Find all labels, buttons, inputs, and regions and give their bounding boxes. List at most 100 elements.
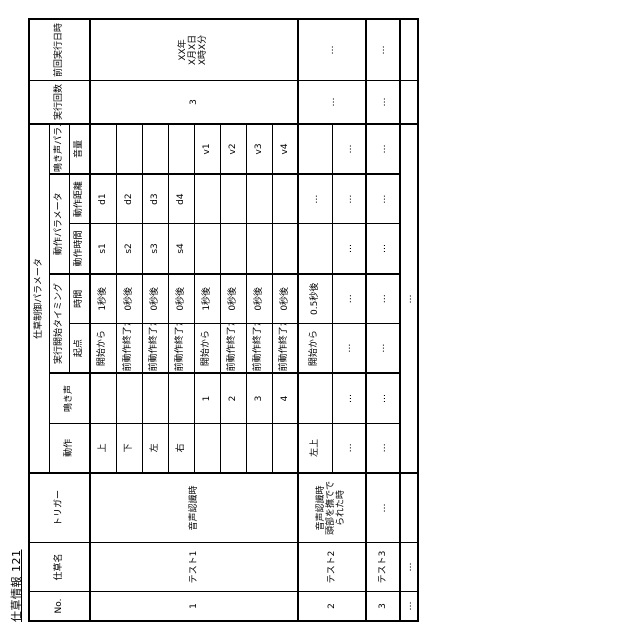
cell-motion-time — [220, 224, 246, 274]
header-row-top: No. 仕草名 トリガー 仕草制御パラメータ 実行回数 前回実行日時 — [29, 19, 50, 621]
header-motion-distance: 動作距離 — [70, 174, 91, 224]
cell-trigger — [400, 473, 418, 543]
cell-motion-time: … — [366, 224, 400, 274]
cell-gesture-name: テスト3 — [366, 543, 400, 592]
cell-motion-time: … — [332, 224, 366, 274]
cell-origin: … — [366, 323, 400, 373]
cell-trigger-secondary: 頭部を撫ででられた時 — [327, 475, 347, 541]
cell-time: 0秒後 — [246, 274, 272, 324]
cell-motion-distance — [220, 174, 246, 224]
cell-motion — [220, 423, 246, 473]
cell-motion-time: s2 — [116, 224, 142, 274]
cell-time: 1秒後 — [194, 274, 220, 324]
cell-volume — [168, 124, 194, 174]
table-row: 2テスト2音声認識時頭部を撫ででられた時左上開始から0.5秒後……… — [298, 19, 332, 621]
figure-stage: 仕草情報 121 No. 仕草名 トリガー 仕草制御パラメータ 実行回数 前回実… — [0, 0, 640, 640]
cell-time: 0秒後 — [116, 274, 142, 324]
cell-volume: … — [332, 124, 366, 174]
cell-volume — [142, 124, 168, 174]
cell-exec-count: … — [298, 81, 366, 125]
cell-motion: 下 — [116, 423, 142, 473]
cell-volume: v3 — [246, 124, 272, 174]
cell-volume: v2 — [220, 124, 246, 174]
cell-last-exec: … — [298, 19, 366, 81]
cell-motion-distance: … — [332, 174, 366, 224]
cell-motion: … — [332, 423, 366, 473]
cell-origin: 前動作終了から — [116, 323, 142, 373]
cell-no: 3 — [366, 592, 400, 622]
cell-motion-distance: d1 — [90, 174, 116, 224]
cell-voice: … — [332, 373, 366, 423]
cell-voice — [298, 373, 332, 423]
table-row: ……… — [400, 19, 418, 621]
cell-motion-distance: d2 — [116, 174, 142, 224]
cell-origin: 前動作終了から — [246, 323, 272, 373]
header-volume: 音量 — [70, 124, 91, 174]
header-voice: 鳴き声 — [50, 373, 91, 423]
cell-motion-distance — [246, 174, 272, 224]
cell-time: … — [332, 274, 366, 324]
cell-origin: … — [332, 323, 366, 373]
cell-voice: 2 — [220, 373, 246, 423]
cell-time: 0秒後 — [168, 274, 194, 324]
header-time: 時間 — [70, 274, 91, 324]
cell-last-exec — [400, 19, 418, 81]
gesture-information-table: No. 仕草名 トリガー 仕草制御パラメータ 実行回数 前回実行日時 動作 鳴き… — [28, 18, 419, 622]
cell-trigger: 音声認識時頭部を撫ででられた時 — [298, 473, 366, 543]
cell-motion-distance — [194, 174, 220, 224]
cell-parameter-ellipsis: … — [400, 124, 418, 473]
cell-motion — [246, 423, 272, 473]
cell-volume — [298, 124, 332, 174]
cell-volume: v1 — [194, 124, 220, 174]
cell-last-exec: XX年X月X日X時X分 — [90, 19, 298, 81]
cell-origin: 前動作終了から — [220, 323, 246, 373]
cell-voice: 1 — [194, 373, 220, 423]
table-body: 1テスト1音声認識時上開始から1秒後s1d13XX年X月X日X時X分下 前動作終了… — [90, 19, 418, 621]
cell-last-exec: … — [366, 19, 400, 81]
cell-origin: 前動作終了から — [142, 323, 168, 373]
cell-time: … — [366, 274, 400, 324]
cell-motion-time: s1 — [90, 224, 116, 274]
header-last-exec-datetime: 前回実行日時 — [29, 19, 90, 81]
cell-voice: 4 — [272, 373, 298, 423]
cell-motion-distance: … — [366, 174, 400, 224]
cell-motion-distance — [272, 174, 298, 224]
cell-no: … — [400, 592, 418, 622]
figure-caption: 仕草情報 121 — [8, 550, 24, 623]
cell-time: 0.5秒後 — [298, 274, 332, 324]
table-header: No. 仕草名 トリガー 仕草制御パラメータ 実行回数 前回実行日時 動作 鳴き… — [29, 19, 90, 621]
cell-exec-count: 3 — [90, 81, 298, 125]
cell-motion-time — [298, 224, 332, 274]
header-motion-time: 動作時間 — [70, 224, 91, 274]
cell-trigger: … — [366, 473, 400, 543]
header-motion-parameter-group: 動作パラメータ — [50, 174, 70, 274]
header-voice-parameter-group: 鳴き声パラメータ — [50, 124, 70, 174]
cell-motion — [194, 423, 220, 473]
cell-gesture-name: … — [400, 543, 418, 592]
cell-volume — [90, 124, 116, 174]
cell-motion-time: s4 — [168, 224, 194, 274]
cell-gesture-name: テスト1 — [90, 543, 298, 592]
table-wrapper: No. 仕草名 トリガー 仕草制御パラメータ 実行回数 前回実行日時 動作 鳴き… — [28, 18, 419, 622]
cell-voice: 3 — [246, 373, 272, 423]
cell-time: 0秒後 — [142, 274, 168, 324]
cell-motion: 上 — [90, 423, 116, 473]
cell-motion: 左上 — [298, 423, 332, 473]
cell-origin: 前動作終了から — [272, 323, 298, 373]
cell-motion-time — [272, 224, 298, 274]
cell-motion-distance: … — [298, 174, 332, 224]
header-start-timing-group: 実行開始タイミング — [50, 274, 70, 374]
cell-voice — [168, 373, 194, 423]
table-row: 1テスト1音声認識時上開始から1秒後s1d13XX年X月X日X時X分 — [90, 19, 116, 621]
cell-motion — [272, 423, 298, 473]
cell-voice — [90, 373, 116, 423]
cell-exec-count: … — [366, 81, 400, 125]
cell-time: 0秒後 — [272, 274, 298, 324]
cell-trigger: 音声認識時 — [90, 473, 298, 543]
header-control-parameter-group: 仕草制御パラメータ — [29, 124, 50, 473]
cell-volume: … — [366, 124, 400, 174]
cell-voice — [116, 373, 142, 423]
cell-time: 0秒後 — [220, 274, 246, 324]
cell-volume — [116, 124, 142, 174]
cell-exec-count — [400, 81, 418, 125]
